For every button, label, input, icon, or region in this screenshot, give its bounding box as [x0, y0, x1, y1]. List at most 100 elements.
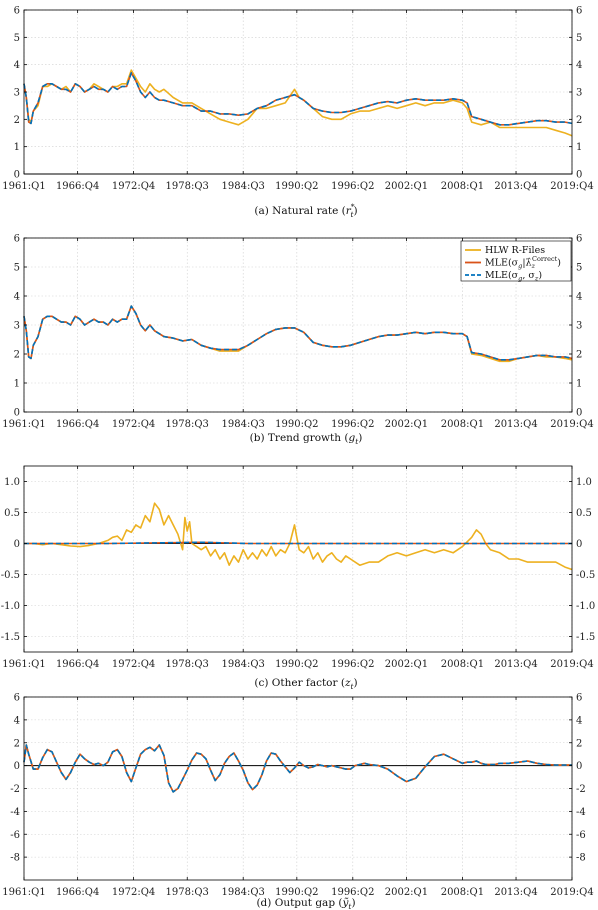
x-tick-label: 2008:Q1: [441, 419, 484, 430]
y-tick-label-right: -4: [576, 807, 586, 818]
y-tick-label-left: -1.5: [1, 632, 20, 643]
x-tick-label: 1978:Q3: [166, 419, 209, 430]
y-tick-label-left: -2: [10, 784, 20, 795]
legend-label-hlw: HLW R-Files: [485, 245, 545, 256]
axes-frame: [23, 465, 573, 653]
y-tick-label-right: -8: [576, 853, 586, 864]
x-tick-label: 1961:Q1: [2, 887, 45, 898]
x-tick-label: 1961:Q1: [2, 181, 45, 192]
y-tick-label-right: 0: [576, 539, 582, 550]
chart-panel-1: 1961:Q1 1966:Q4 1972:Q4 1978:Q3 1984:Q3 1990:…: [2, 234, 593, 447]
y-tick-label-right: -1.5: [576, 632, 595, 643]
y-tick-label-right: 4: [576, 715, 582, 726]
caption-subscript: t: [351, 210, 355, 219]
y-tick-label-left: -4: [10, 807, 20, 818]
y-tick-label-right: 3: [576, 321, 582, 332]
y-tick-label-left: 5: [14, 263, 20, 274]
x-tick-label: 1972:Q4: [112, 419, 155, 430]
x-tick-label: 2008:Q1: [441, 181, 484, 192]
y-tick-label-left: 0: [14, 539, 20, 550]
x-tick-label: 1978:Q3: [166, 887, 209, 898]
caption-close: ): [354, 677, 358, 689]
y-tick-label-left: 6: [14, 234, 20, 245]
x-tick-label: 1972:Q4: [112, 887, 155, 898]
x-tick-label: 1966:Q4: [56, 659, 99, 670]
series-line-hlw: [23, 305, 573, 363]
x-tick-label: 1972:Q4: [112, 659, 155, 670]
caption-symbol: g: [348, 432, 355, 444]
x-tick-label: 2013:Q4: [494, 181, 537, 192]
y-tick-label-right: 6: [576, 234, 582, 245]
x-tick-label: 1966:Q4: [56, 887, 99, 898]
caption-symbol: z: [344, 677, 351, 689]
x-tick-label: 2019:Q4: [550, 419, 593, 430]
y-tick-label-left: 1: [14, 142, 20, 153]
caption-text: (d) Output gap (: [256, 897, 342, 909]
x-tick-label: 1972:Q4: [112, 181, 155, 192]
y-tick-label-left: 3: [14, 88, 20, 99]
y-tick-label-left: 2: [14, 115, 20, 126]
x-tick-label: 2008:Q1: [441, 887, 484, 898]
y-tick-label-right: -2: [576, 784, 586, 795]
x-tick-label: 1961:Q1: [2, 659, 45, 670]
y-tick-label-right: 0: [576, 408, 582, 419]
y-tick-label-left: -6: [10, 830, 20, 841]
y-tick-label-right: 4: [576, 292, 582, 303]
chart-panel-2: 1961:Q1 1966:Q4 1972:Q4 1978:Q3 1984:Q3 1990:…: [1, 465, 595, 691]
y-tick-label-left: -8: [10, 853, 20, 864]
caption-symbol: r: [346, 205, 352, 217]
y-tick-label-right: -6: [576, 830, 586, 841]
series-line-hlw: [24, 502, 573, 571]
x-tick-label: 2013:Q4: [494, 419, 537, 430]
chart-caption: (c) Other factor (zt): [254, 677, 357, 691]
x-tick-label: 1990:Q2: [275, 419, 318, 430]
y-tick-label-right: 2: [576, 350, 582, 361]
caption-close: ): [358, 432, 362, 444]
x-tick-label: 2013:Q4: [494, 659, 537, 670]
y-tick-label-right: 5: [576, 33, 582, 44]
y-tick-label-right: 0: [576, 761, 582, 772]
x-tick-label: 1990:Q2: [275, 659, 318, 670]
y-tick-label-right: 6: [576, 693, 582, 704]
chart-panel-0: 1961:Q1 1966:Q4 1972:Q4 1978:Q3 1984:Q3 1990:…: [2, 6, 593, 220]
y-tick-label-right: 1: [576, 142, 582, 153]
y-tick-label-left: -1.0: [1, 601, 20, 612]
x-tick-label: 1984:Q3: [222, 419, 265, 430]
x-tick-label: 1966:Q4: [56, 181, 99, 192]
x-tick-label: 1996:Q2: [331, 887, 374, 898]
y-tick-label-left: 4: [14, 60, 20, 71]
series-line-hlw: [23, 69, 573, 137]
y-tick-label-left: 4: [14, 715, 20, 726]
caption-close: ): [354, 205, 358, 217]
y-tick-label-right: 1.0: [576, 477, 592, 488]
x-tick-label: 2013:Q4: [494, 887, 537, 898]
y-tick-label-right: 5: [576, 263, 582, 274]
x-tick-label: 1984:Q3: [222, 181, 265, 192]
x-tick-label: 2002:Q1: [385, 659, 428, 670]
x-tick-label: 1978:Q3: [166, 659, 209, 670]
x-tick-label: 2002:Q1: [385, 181, 428, 192]
y-tick-label-right: -1.0: [576, 601, 595, 612]
x-tick-label: 1961:Q1: [2, 419, 45, 430]
y-tick-label-left: 2: [14, 738, 20, 749]
y-tick-label-left: 4: [14, 292, 20, 303]
y-tick-label-left: -0.5: [1, 570, 20, 581]
caption-close: ): [351, 897, 355, 909]
x-tick-label: 1984:Q3: [222, 887, 265, 898]
x-tick-label: 2019:Q4: [550, 887, 593, 898]
chart-caption: (b) Trend growth (gt): [250, 432, 363, 446]
caption-subscript: t: [355, 437, 359, 446]
x-tick-label: 2019:Q4: [550, 659, 593, 670]
chart-caption: (a) Natural rate (r* t): [254, 202, 357, 219]
x-tick-label: 1984:Q3: [222, 659, 265, 670]
series-line-mle_lambda: [23, 744, 572, 793]
y-tick-label-left: 1.0: [4, 477, 20, 488]
y-tick-label-left: 1: [14, 379, 20, 390]
y-tick-label-right: -0.5: [576, 570, 595, 581]
x-tick-label: 1996:Q2: [331, 419, 374, 430]
y-tick-label-right: 6: [576, 6, 582, 17]
x-tick-label: 1966:Q4: [56, 419, 99, 430]
y-tick-label-left: 6: [14, 693, 20, 704]
